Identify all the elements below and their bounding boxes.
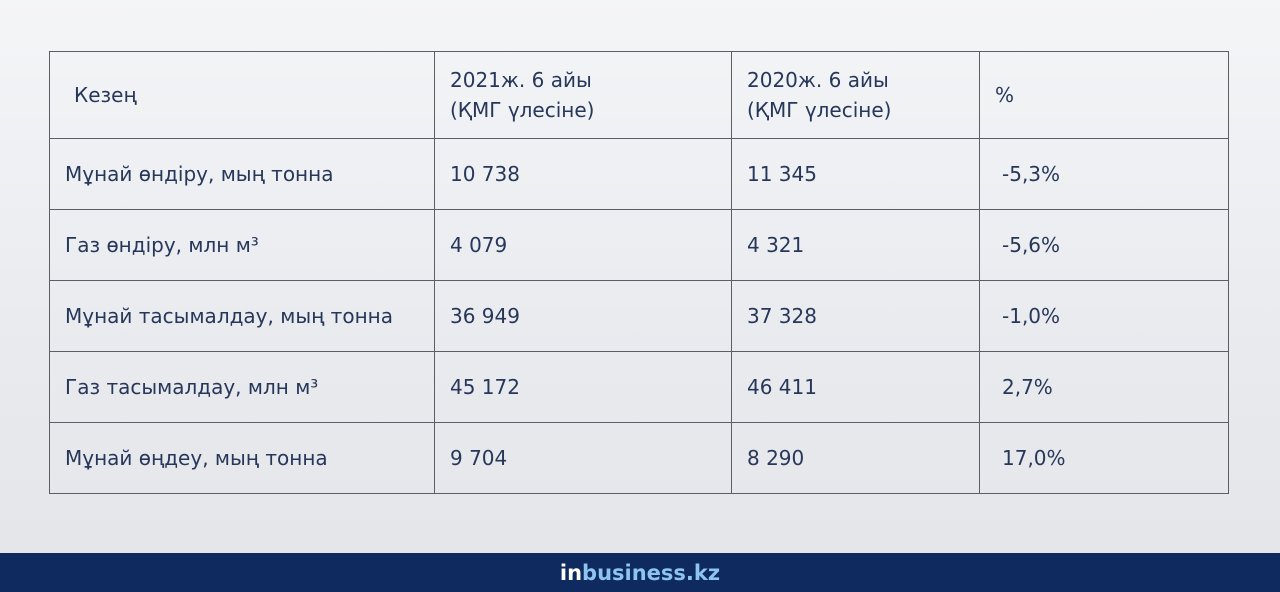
- header-cell: 2021ж. 6 айы (ҚМГ үлесіне): [434, 51, 732, 139]
- header-text: 2021ж. 6 айы: [450, 68, 592, 92]
- table-cell: Мұнай тасымалдау, мың тонна: [49, 280, 435, 352]
- logo-prefix: in: [559, 560, 583, 585]
- table-row: Мұнай өндіру, мың тонна 10 738 11 345 -5,3%: [49, 138, 1229, 210]
- table-cell: 45 172: [434, 351, 732, 423]
- table-cell: 10 738: [434, 138, 732, 210]
- table-cell: 4 321: [731, 209, 980, 281]
- footer-bar: in business.kz: [0, 553, 1280, 592]
- table-cell: 2,7%: [979, 351, 1229, 423]
- header-row: Кезең 2021ж. 6 айы (ҚМГ үлесіне) 2020ж. 6 а…: [49, 51, 1229, 139]
- header-text: (ҚМГ үлесіне): [450, 98, 595, 122]
- table-cell: 37 328: [731, 280, 980, 352]
- table-cell: Мұнай өңдеу, мың тонна: [49, 422, 435, 494]
- header-cell: 2020ж. 6 айы (ҚМГ үлесіне): [731, 51, 980, 139]
- table-cell: 9 704: [434, 422, 732, 494]
- table-row: Мұнай тасымалдау, мың тонна 36 949 37 328-…: [49, 280, 1229, 352]
- table-cell: Мұнай өндіру, мың тонна: [49, 138, 435, 210]
- logo-main: business.kz: [582, 560, 721, 585]
- header-text: %: [995, 83, 1015, 107]
- header-text: 2020ж. 6 айы: [747, 68, 889, 92]
- table-cell: 46 411: [731, 351, 980, 423]
- table-cell: 8 290: [731, 422, 980, 494]
- table-cell: -1,0%: [979, 280, 1229, 352]
- table-cell: -5,3%: [979, 138, 1229, 210]
- header-cell: %: [979, 51, 1229, 139]
- table-row: Мұнай өңдеу, мың тонна 9 704 8 290 17,0%: [49, 422, 1229, 494]
- data-table: Кезең 2021ж. 6 айы (ҚМГ үлесіне) 2020ж. 6 а…: [49, 51, 1229, 494]
- table-cell: Газ өндіру, млн м³: [49, 209, 435, 281]
- table-cell: 4 079: [434, 209, 732, 281]
- table-row: Газ өндіру, млн м³ 4 079 4 321 -5,6%: [49, 209, 1229, 281]
- table-cell: 11 345: [731, 138, 980, 210]
- table-row: Газ тасымалдау, млн м³ 45 172 46 411 2,7%: [49, 351, 1229, 423]
- header-cell: Кезең: [49, 51, 435, 139]
- table-cell: Газ тасымалдау, млн м³: [49, 351, 435, 423]
- header-text: Кезең: [74, 83, 137, 107]
- header-text: (ҚМГ үлесіне): [747, 98, 892, 122]
- table-cell: -5,6%: [979, 209, 1229, 281]
- table-cell: 36 949: [434, 280, 732, 352]
- table-cell: 17,0%: [979, 422, 1229, 494]
